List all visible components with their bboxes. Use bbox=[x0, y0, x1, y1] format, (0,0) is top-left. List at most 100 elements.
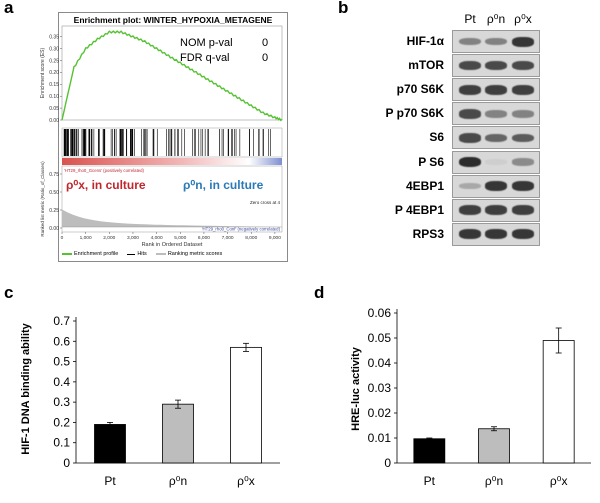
chart-d-bar bbox=[413, 438, 446, 464]
annotation-rho0n: ρ⁰n, in culture bbox=[183, 178, 264, 192]
es-tick-label: 0.35 bbox=[49, 35, 59, 41]
blot-band bbox=[485, 84, 507, 95]
chart-c-bar bbox=[230, 346, 262, 464]
hits-frame bbox=[61, 127, 283, 158]
chart-d-y-tick-label: 0 bbox=[384, 456, 391, 470]
chart-c: 0 0.1 0.2 0.3 0.4 0.5 0.6 0.7 Pt ρ⁰n ρ⁰x bbox=[53, 314, 280, 488]
chart-c-y-tick-label: 0.5 bbox=[53, 355, 70, 369]
blot-band bbox=[512, 133, 534, 143]
legend-ranking-metric: Ranking metric scores bbox=[155, 251, 222, 257]
es-tick-label: 0.15 bbox=[49, 82, 59, 88]
gsea-chart: 0.35 0.30 0.25 0.20 0.15 0.10 0.05 0.00 Enrichme… bbox=[40, 25, 283, 248]
legend-metric-swatch bbox=[155, 253, 166, 255]
blot-band bbox=[512, 158, 534, 166]
legend-enrichment-profile: Enrichment profile bbox=[62, 251, 118, 257]
chart-d-y-tick-label: 0.05 bbox=[368, 331, 392, 345]
x-axis-label: Rank in Ordered Dataset bbox=[142, 242, 203, 248]
chart-d-y-tick-label: 0.03 bbox=[368, 381, 392, 395]
chart-c-y-tick-label: 0.3 bbox=[53, 395, 70, 409]
blot-band bbox=[512, 181, 534, 192]
blot-band bbox=[485, 133, 507, 143]
x-tick-label: 6,000 bbox=[198, 235, 210, 241]
blot-band bbox=[512, 229, 534, 240]
lane-label: Pt bbox=[464, 12, 476, 26]
metric-tick-label: 0.00 bbox=[49, 226, 59, 232]
metric-plot-frame bbox=[61, 165, 283, 233]
blot-band bbox=[512, 205, 534, 216]
chart-c-y-tick-label: 0 bbox=[63, 456, 70, 470]
x-tick-label: 7,000 bbox=[222, 235, 234, 241]
gsea-title: Enrichment plot: WINTER_HYPOXIA_METAGENE bbox=[73, 15, 273, 25]
chart-c-y-tick-label: 0.6 bbox=[53, 334, 70, 348]
legend-hits-swatch bbox=[127, 253, 136, 255]
es-tick-label: 0.25 bbox=[49, 58, 59, 64]
blot-band bbox=[512, 110, 534, 118]
x-tick-label: 4,000 bbox=[151, 235, 163, 241]
protein-label: mTOR bbox=[408, 58, 444, 73]
panel-c-letter: c bbox=[4, 283, 14, 302]
negative-correlated-label: 'HT29_rho0_Conf' (negatively correlated) bbox=[202, 227, 281, 232]
blot-band bbox=[512, 60, 534, 71]
western-blot: Pt ρ⁰n ρ⁰x HIF-1α mTOR p70 S6K P p70 S6K S6 P S6… bbox=[385, 12, 540, 246]
annotation-rho0x: ρ⁰x, in culture bbox=[66, 178, 146, 192]
chart-c-y-tick-label: 0.1 bbox=[53, 436, 70, 450]
lane-label: ρ⁰x bbox=[514, 12, 532, 26]
blot-band bbox=[485, 159, 507, 165]
gsea-stat-nom-label: NOM p-val bbox=[180, 37, 233, 49]
lane-label: ρ⁰n bbox=[486, 12, 506, 26]
es-tick-label: 0.10 bbox=[49, 94, 59, 100]
chart-d-bar bbox=[542, 340, 575, 464]
blot-band bbox=[459, 182, 481, 190]
es-tick-label: 0.30 bbox=[49, 46, 59, 52]
protein-label: P 4EBP1 bbox=[394, 202, 444, 217]
blot-band bbox=[459, 156, 481, 168]
blot-band bbox=[459, 37, 481, 46]
enrichment-profile-line bbox=[61, 30, 283, 122]
chart-d-category-label: ρ⁰n bbox=[485, 474, 503, 488]
es-ylabel: Enrichment score (ES) bbox=[40, 48, 46, 99]
blot-band bbox=[485, 205, 507, 216]
panel-d-letter: d bbox=[314, 283, 325, 302]
rank-color-strip bbox=[62, 158, 282, 165]
es-tick-label: 0.05 bbox=[49, 106, 59, 112]
blot-band bbox=[459, 60, 481, 71]
blot-band bbox=[459, 205, 481, 216]
x-tick-label: 0 bbox=[61, 235, 64, 241]
blot-band bbox=[459, 133, 481, 143]
protein-label: P p70 S6K bbox=[385, 106, 444, 121]
blot-band bbox=[485, 60, 507, 71]
chart-c-y-tick-label: 0.7 bbox=[53, 314, 70, 328]
x-tick-label: 8,000 bbox=[245, 235, 257, 241]
x-tick-label: 5,000 bbox=[174, 235, 186, 241]
blot-band bbox=[512, 84, 534, 95]
positive-correlated-label: 'HT29_rho0_Gcens' (positively correlated… bbox=[64, 168, 145, 173]
es-tick-label: 0.20 bbox=[49, 70, 59, 76]
ranking-metric-area bbox=[62, 209, 282, 227]
chart-d-category-label: Pt bbox=[424, 474, 436, 488]
blot-band bbox=[485, 37, 507, 46]
chart-d-bar bbox=[478, 428, 510, 464]
blot-band bbox=[512, 36, 534, 47]
blot-band bbox=[485, 181, 507, 192]
chart-c-category-label: ρ⁰x bbox=[237, 474, 255, 488]
legend-profile-swatch bbox=[62, 253, 72, 255]
metric-tick-label: 0.75 bbox=[49, 172, 59, 178]
legend-hits: Hits bbox=[127, 251, 147, 257]
chart-c-category-label: Pt bbox=[104, 474, 116, 488]
blot-band bbox=[485, 229, 507, 240]
protein-label: 4EBP1 bbox=[405, 178, 444, 193]
protein-label: p70 S6K bbox=[396, 82, 444, 97]
x-tick-label: 3,000 bbox=[127, 235, 139, 241]
chart-d-y-tick-label: 0.04 bbox=[368, 356, 392, 370]
blot-band bbox=[459, 109, 481, 119]
chart-d-y-tick-label: 0.02 bbox=[368, 406, 392, 420]
chart-c-category-label: ρ⁰n bbox=[169, 474, 187, 488]
x-tick-label: 1,000 bbox=[80, 235, 92, 241]
chart-c-bar bbox=[162, 403, 194, 464]
x-tick-label: 2,000 bbox=[103, 235, 115, 241]
gsea-stat-nom-value: 0 bbox=[262, 37, 269, 49]
metric-tick-label: 0.50 bbox=[49, 190, 59, 196]
chart-d-y-tick-label: 0.06 bbox=[368, 306, 392, 320]
blot-band bbox=[459, 229, 481, 240]
